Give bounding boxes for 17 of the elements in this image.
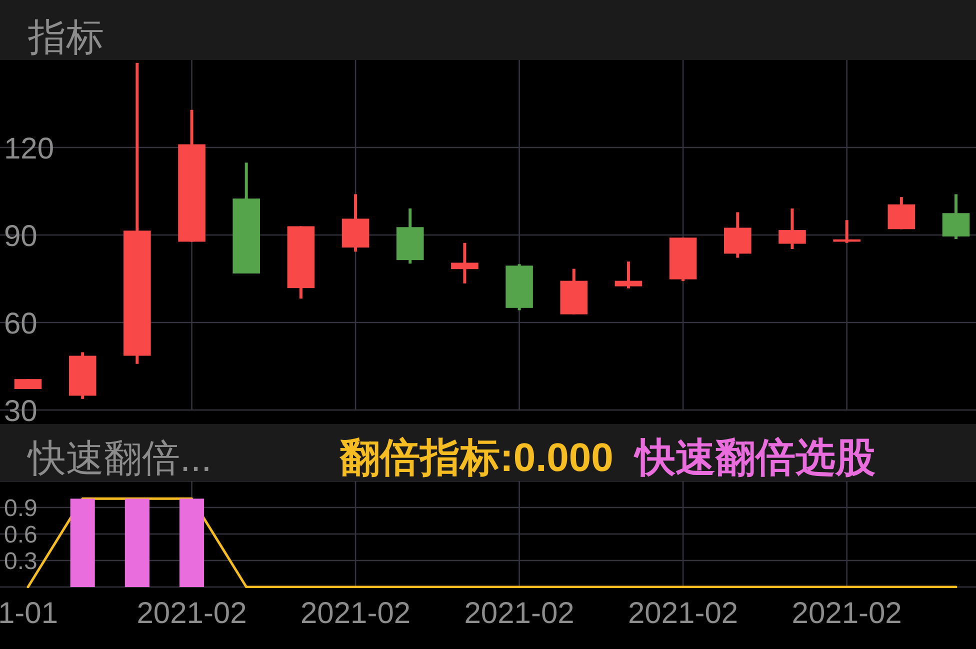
y-tick-label: 0.9 xyxy=(4,495,38,522)
y-tick-label: 90 xyxy=(4,220,38,253)
y-tick-label: 60 xyxy=(4,307,38,340)
y-tick-label: 0.6 xyxy=(4,522,38,549)
x-tick-label: 2021-02 xyxy=(300,597,411,630)
y-tick-label: 0.3 xyxy=(4,548,38,576)
chart-title: 指标 xyxy=(27,17,104,59)
y-tick-label: 120 xyxy=(4,132,54,166)
x-tick-label: 1-01 xyxy=(0,597,58,630)
text: 快速翻倍选股 xyxy=(633,436,876,480)
x-tick-label: 2021-02 xyxy=(464,597,574,630)
y-tick-label: 30 xyxy=(4,394,38,428)
x-tick-label: 2021-02 xyxy=(628,597,738,630)
chart-title: 快速翻倍... xyxy=(26,438,212,480)
x-tick-label: 2021-02 xyxy=(136,597,247,630)
x-tick-label: 2021-02 xyxy=(792,597,902,630)
text: 翻倍指标:0.000 xyxy=(339,436,614,480)
